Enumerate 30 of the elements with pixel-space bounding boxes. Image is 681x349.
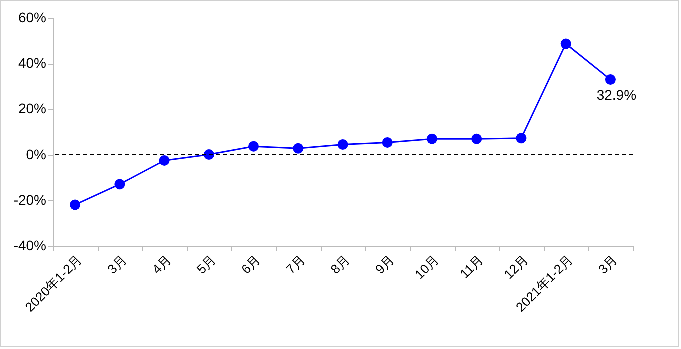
x-tick-label: 3月: [595, 252, 620, 277]
point: [338, 140, 348, 150]
y-tick-label: 0%: [26, 146, 46, 162]
x-tick-label: 5月: [194, 252, 219, 277]
point: [516, 133, 527, 144]
x-tick-label: 6月: [238, 252, 264, 277]
y-tick-label: -20%: [14, 192, 46, 208]
point: [70, 200, 81, 210]
point: [426, 134, 438, 144]
x-tick-label: 10月: [412, 252, 442, 282]
data-label: 32.9%: [596, 86, 637, 103]
x-tick-label: 3月: [104, 252, 130, 277]
point: [248, 141, 260, 152]
x-tick-label: 8月: [328, 252, 353, 277]
y-tick-label: 40%: [18, 55, 46, 72]
y-tick-label: -40%: [14, 238, 46, 254]
x-tick-label: 7月: [283, 252, 308, 277]
y-tick-label: 20%: [18, 100, 46, 117]
point: [472, 134, 482, 144]
point: [114, 179, 126, 190]
point: [159, 155, 170, 166]
point: [382, 137, 393, 148]
x-tick-label: 12月: [501, 252, 532, 282]
x-tick-label: 9月: [372, 252, 398, 277]
x-tick-label: 4月: [149, 252, 174, 277]
point: [293, 143, 304, 154]
point: [605, 74, 616, 86]
y-tick-label: 60%: [18, 10, 46, 26]
point: [560, 38, 572, 50]
x-tick-label: 11月: [457, 252, 487, 282]
